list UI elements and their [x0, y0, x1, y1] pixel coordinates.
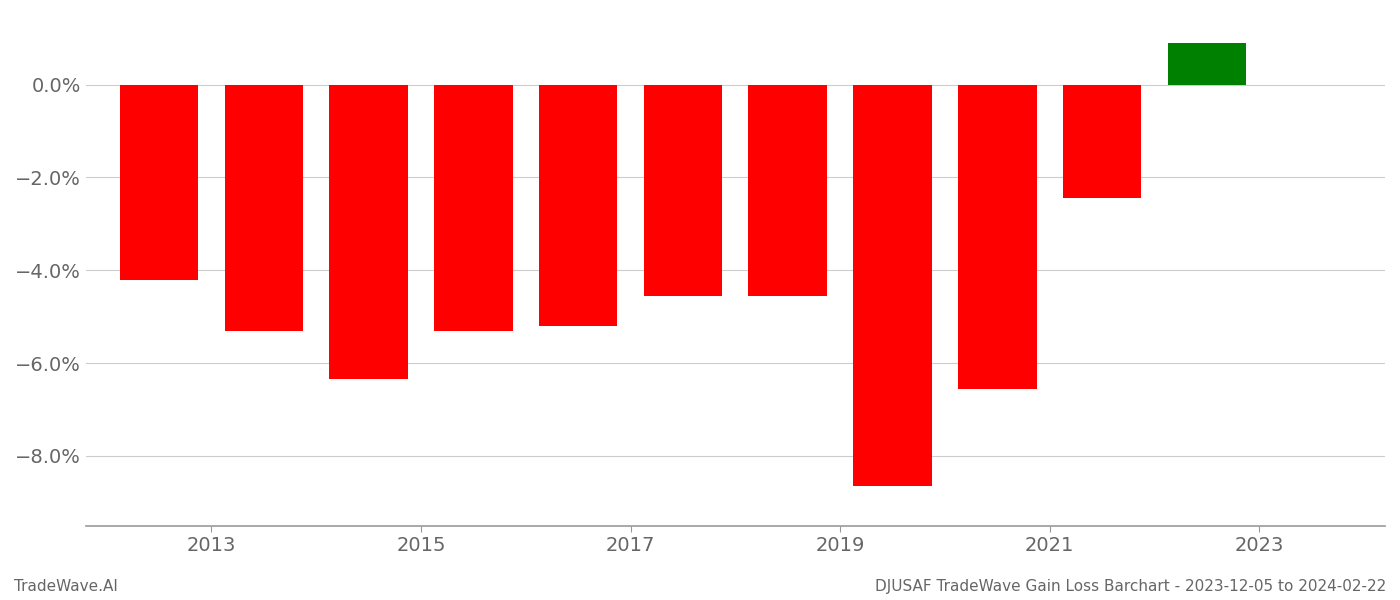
Bar — [958, 85, 1036, 389]
Text: TradeWave.AI: TradeWave.AI — [14, 579, 118, 594]
Bar — [329, 85, 407, 379]
Bar — [434, 85, 512, 331]
Bar — [749, 85, 827, 296]
Bar — [1063, 85, 1141, 199]
Bar — [539, 85, 617, 326]
Bar — [1168, 43, 1246, 85]
Bar — [120, 85, 199, 280]
Bar — [644, 85, 722, 296]
Text: DJUSAF TradeWave Gain Loss Barchart - 2023-12-05 to 2024-02-22: DJUSAF TradeWave Gain Loss Barchart - 20… — [875, 579, 1386, 594]
Bar — [853, 85, 932, 486]
Bar — [224, 85, 304, 331]
